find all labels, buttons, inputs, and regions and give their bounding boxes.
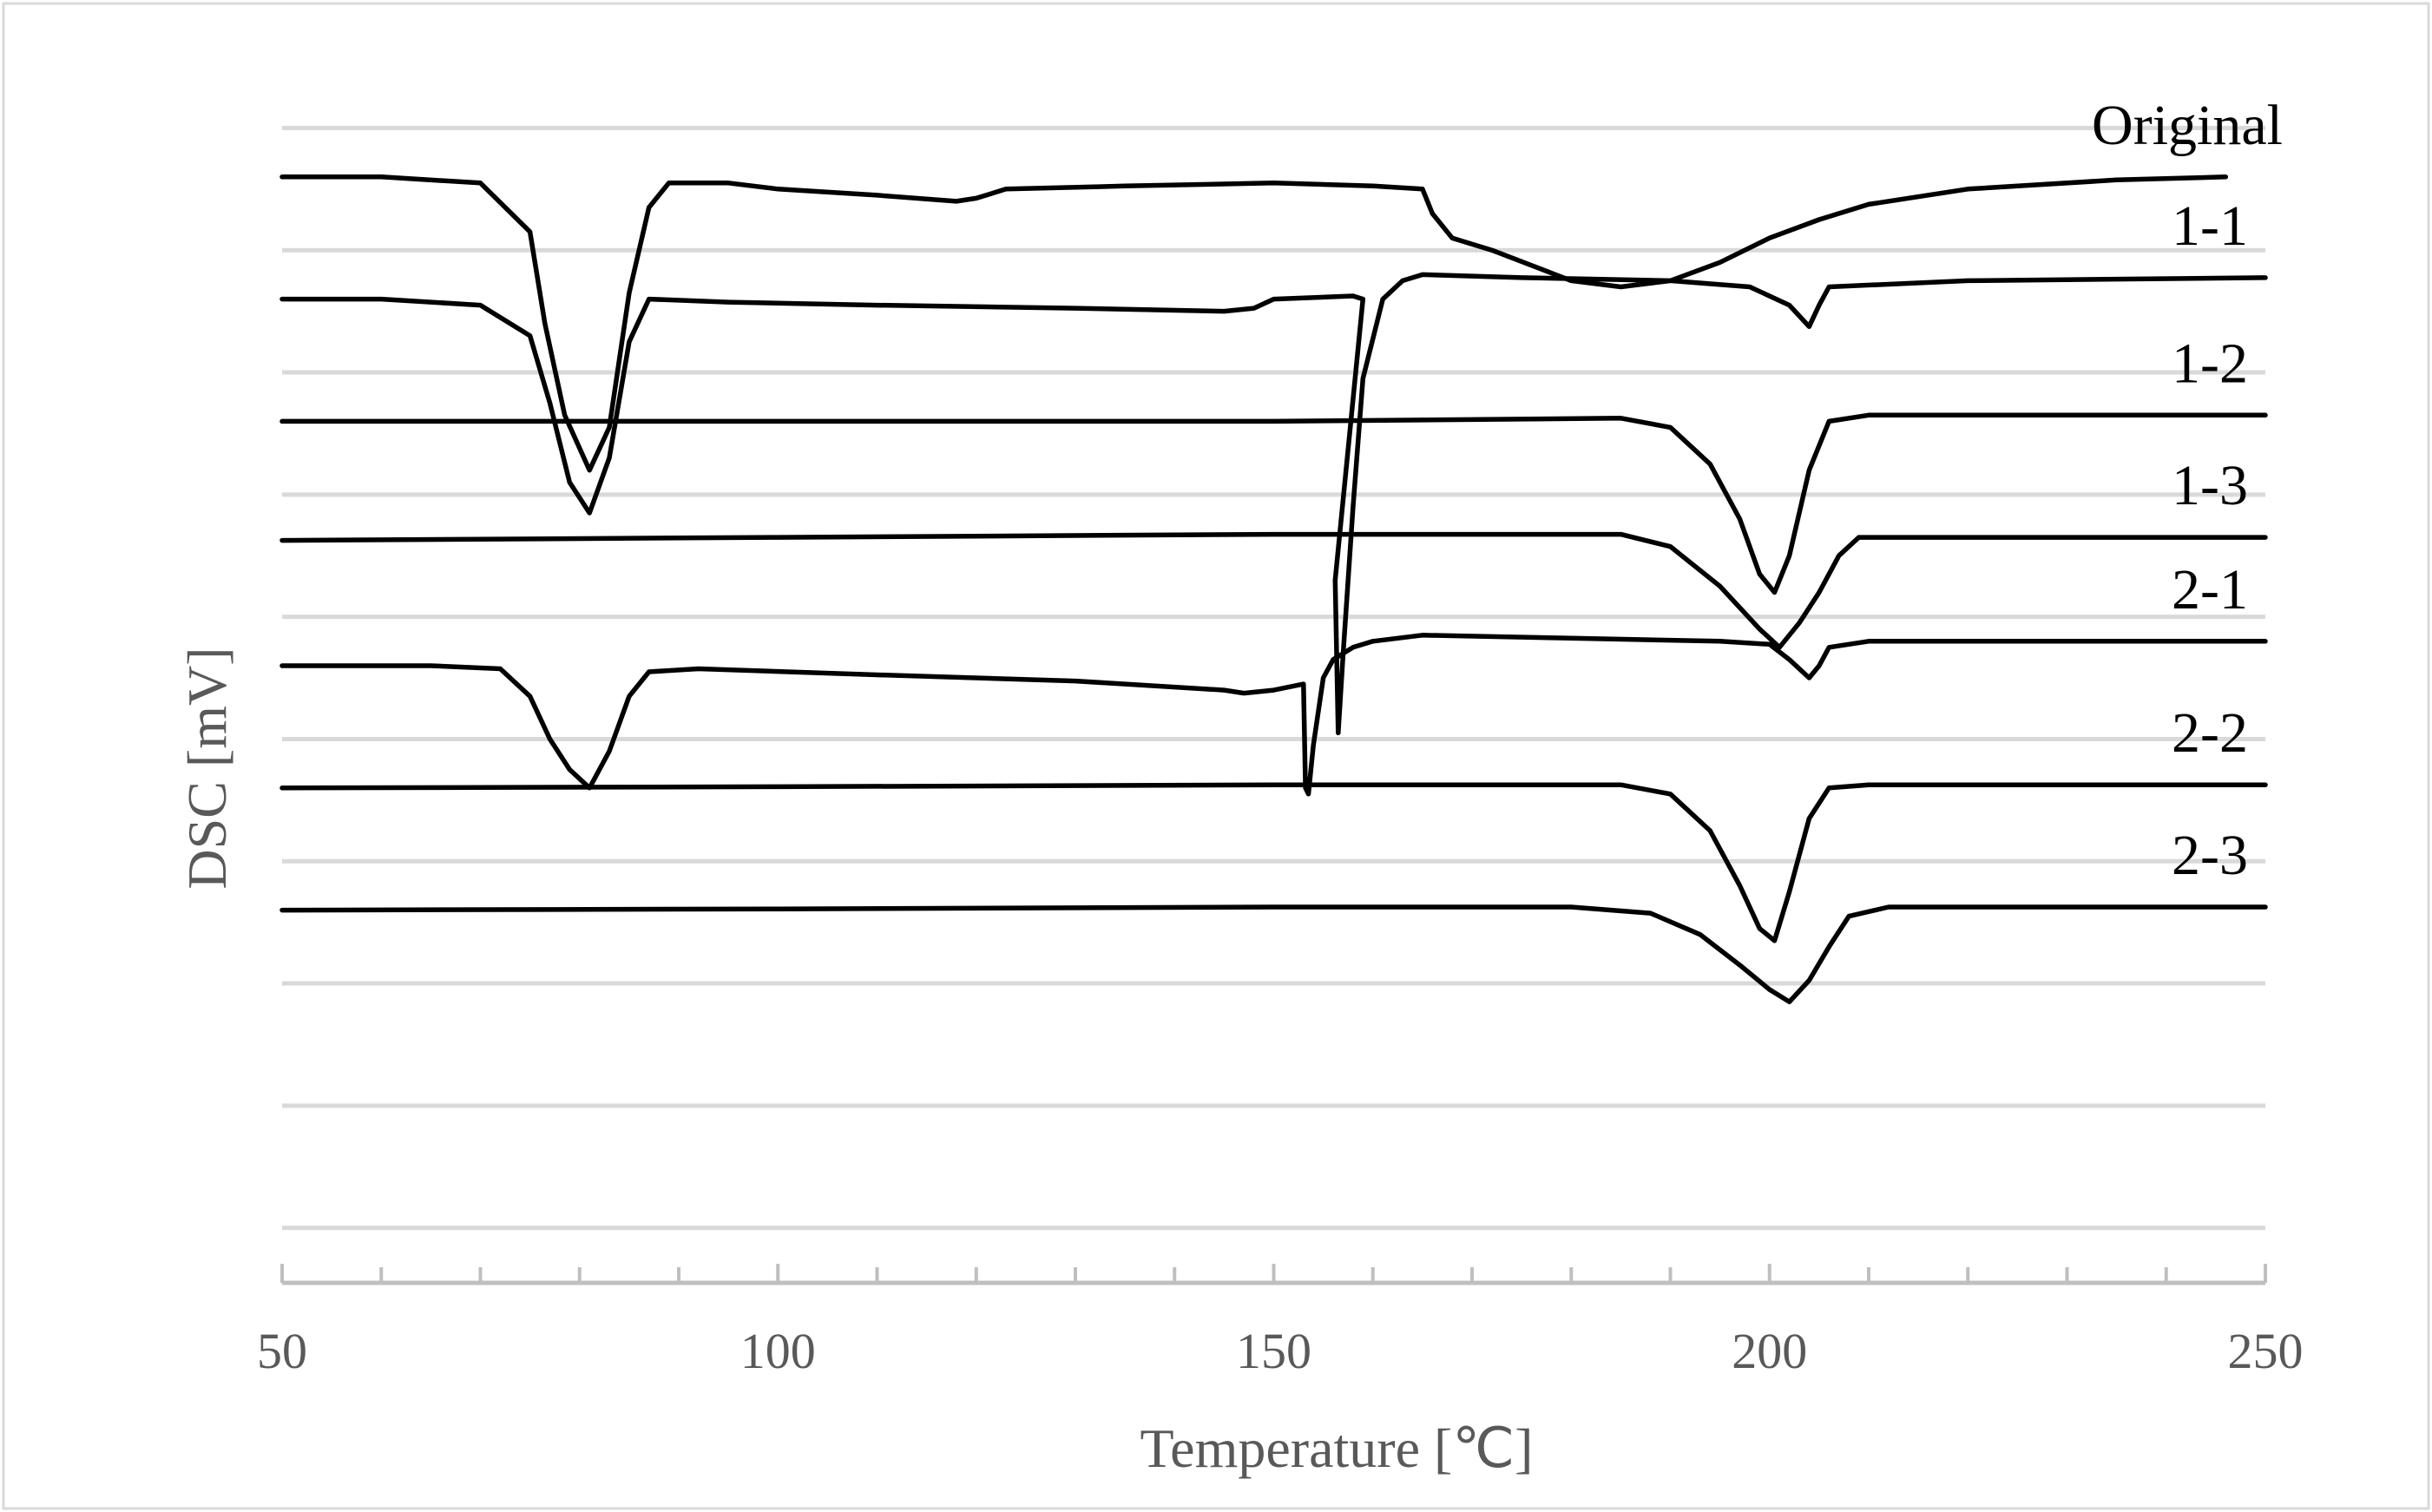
series-line-2-1 bbox=[279, 633, 2268, 797]
series-line-2-3 bbox=[279, 904, 2268, 1004]
series-line-1-2 bbox=[279, 412, 2268, 595]
series-line-original bbox=[279, 174, 2229, 473]
x-axis-title: Temperature [℃] bbox=[1140, 1417, 1534, 1479]
x-axis: 50 100 150 200 250 bbox=[257, 1264, 2304, 1379]
series-label: 2-1 bbox=[2172, 558, 2248, 621]
x-tick-label: 150 bbox=[1236, 1323, 1311, 1379]
x-tick-label: 200 bbox=[1732, 1323, 1807, 1379]
series-line-1-3 bbox=[279, 531, 2268, 650]
series-line-1-1 bbox=[279, 272, 2268, 736]
series-label: 1-2 bbox=[2172, 332, 2248, 395]
series-label: 1-1 bbox=[2172, 194, 2248, 258]
x-tick-label: 100 bbox=[740, 1323, 816, 1379]
x-tick-label: 50 bbox=[257, 1323, 307, 1379]
y-axis-title: DSC [mV] bbox=[176, 647, 238, 889]
x-tick-label: 250 bbox=[2228, 1323, 2304, 1379]
series-line-2-2 bbox=[279, 782, 2268, 943]
series-label: 2-2 bbox=[2172, 701, 2248, 765]
series-label: 2-3 bbox=[2172, 824, 2248, 887]
series-lines bbox=[279, 174, 2268, 1004]
gridlines bbox=[282, 125, 2265, 1231]
series-label: 1-3 bbox=[2172, 454, 2248, 517]
series-labels: Original 1-1 1-2 1-3 2-1 2-2 2-3 bbox=[2092, 94, 2283, 887]
series-label: Original bbox=[2092, 94, 2283, 157]
